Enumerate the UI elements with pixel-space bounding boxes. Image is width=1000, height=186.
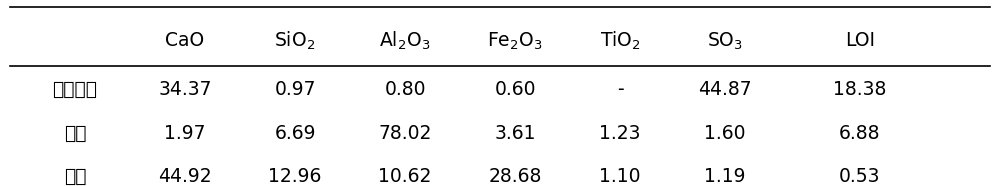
Text: 鉢渣: 鉢渣 (64, 167, 86, 186)
Text: -: - (617, 80, 623, 99)
Text: 脱硫石膏: 脱硫石膏 (52, 80, 98, 99)
Text: 44.92: 44.92 (158, 167, 212, 186)
Text: 0.60: 0.60 (494, 80, 536, 99)
Text: 34.37: 34.37 (158, 80, 212, 99)
Text: LOI: LOI (845, 31, 875, 50)
Text: 0.53: 0.53 (839, 167, 881, 186)
Text: 10.62: 10.62 (378, 167, 432, 186)
Text: CaO: CaO (165, 31, 205, 50)
Text: 18.38: 18.38 (833, 80, 887, 99)
Text: 6.69: 6.69 (274, 124, 316, 143)
Text: 0.97: 0.97 (274, 80, 316, 99)
Text: 3.61: 3.61 (494, 124, 536, 143)
Text: 6.88: 6.88 (839, 124, 881, 143)
Text: TiO$_2$: TiO$_2$ (600, 30, 640, 52)
Text: 铝灯: 铝灯 (64, 124, 86, 143)
Text: 1.10: 1.10 (599, 167, 641, 186)
Text: Fe$_2$O$_3$: Fe$_2$O$_3$ (487, 30, 543, 52)
Text: 1.60: 1.60 (704, 124, 746, 143)
Text: 28.68: 28.68 (488, 167, 542, 186)
Text: 44.87: 44.87 (698, 80, 752, 99)
Text: 78.02: 78.02 (378, 124, 432, 143)
Text: 1.23: 1.23 (599, 124, 641, 143)
Text: 1.19: 1.19 (704, 167, 746, 186)
Text: 12.96: 12.96 (268, 167, 322, 186)
Text: 0.80: 0.80 (384, 80, 426, 99)
Text: Al$_2$O$_3$: Al$_2$O$_3$ (379, 30, 431, 52)
Text: SO$_3$: SO$_3$ (707, 30, 743, 52)
Text: 1.97: 1.97 (164, 124, 206, 143)
Text: SiO$_2$: SiO$_2$ (274, 30, 316, 52)
